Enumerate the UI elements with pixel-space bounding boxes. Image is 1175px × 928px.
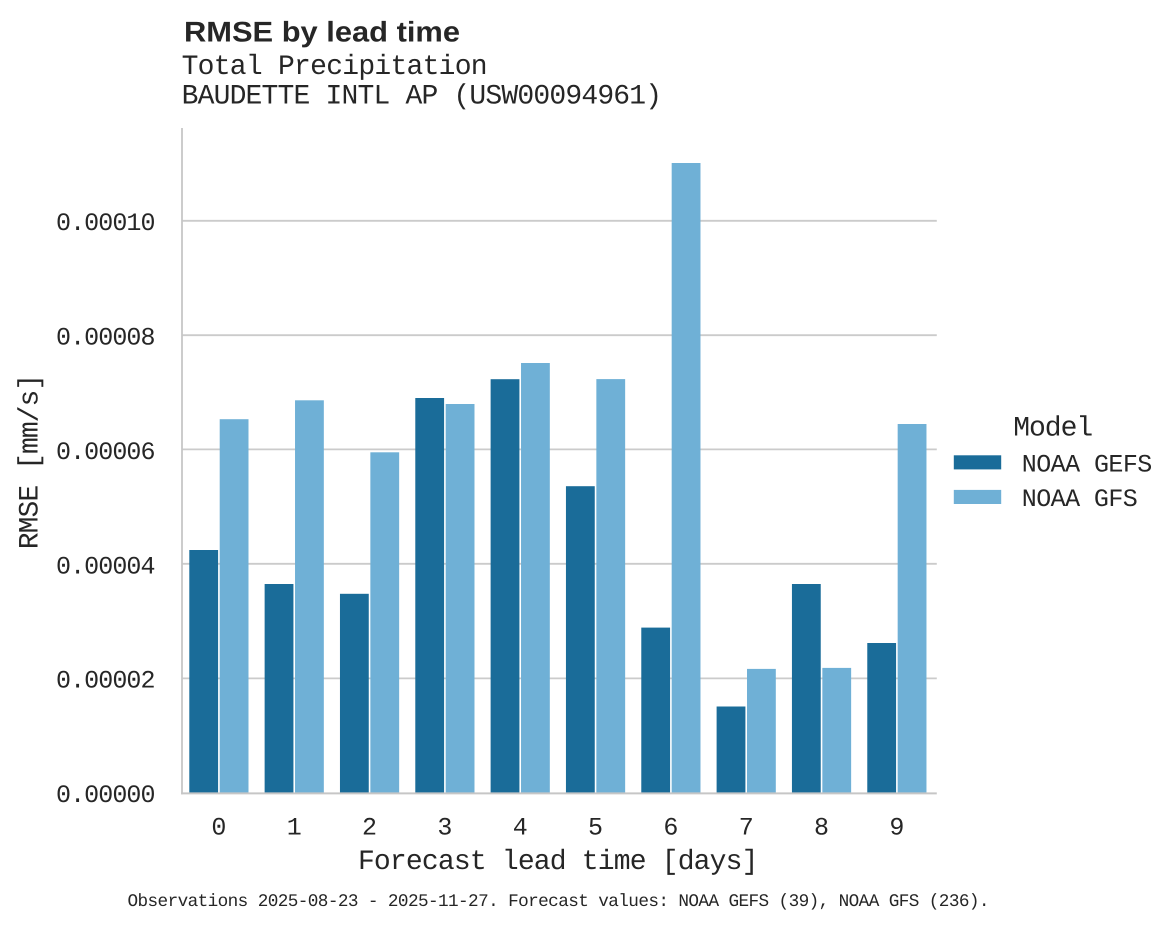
svg-text:7: 7 bbox=[739, 814, 754, 843]
svg-text:0.00004: 0.00004 bbox=[56, 552, 156, 581]
svg-text:0.00010: 0.00010 bbox=[56, 209, 156, 238]
svg-text:Total Precipitation: Total Precipitation bbox=[182, 52, 488, 83]
svg-text:RMSE [mm/s]: RMSE [mm/s] bbox=[16, 374, 47, 550]
svg-text:Observations 2025-08-23 - 2025: Observations 2025-08-23 - 2025-11-27. Fo… bbox=[128, 892, 990, 912]
svg-text:9: 9 bbox=[889, 814, 904, 843]
svg-text:8: 8 bbox=[814, 814, 829, 843]
svg-text:BAUDETTE INTL AP (USW00094961): BAUDETTE INTL AP (USW00094961) bbox=[182, 81, 662, 112]
svg-text:RMSE by lead time: RMSE by lead time bbox=[184, 17, 460, 49]
svg-text:0.00000: 0.00000 bbox=[56, 781, 156, 810]
svg-text:0.00002: 0.00002 bbox=[56, 667, 156, 696]
svg-text:2: 2 bbox=[362, 814, 377, 843]
svg-text:4: 4 bbox=[513, 814, 528, 843]
svg-text:0.00008: 0.00008 bbox=[56, 324, 156, 353]
svg-text:NOAA GFS: NOAA GFS bbox=[1022, 485, 1138, 514]
svg-text:5: 5 bbox=[588, 814, 603, 843]
svg-text:Model: Model bbox=[1013, 413, 1093, 444]
svg-text:1: 1 bbox=[287, 814, 302, 843]
svg-text:Forecast lead time [days]: Forecast lead time [days] bbox=[358, 847, 759, 878]
svg-text:3: 3 bbox=[437, 814, 452, 843]
svg-text:0: 0 bbox=[211, 814, 226, 843]
svg-text:6: 6 bbox=[663, 814, 678, 843]
svg-text:0.00006: 0.00006 bbox=[56, 438, 156, 467]
svg-text:NOAA GEFS: NOAA GEFS bbox=[1022, 450, 1153, 479]
